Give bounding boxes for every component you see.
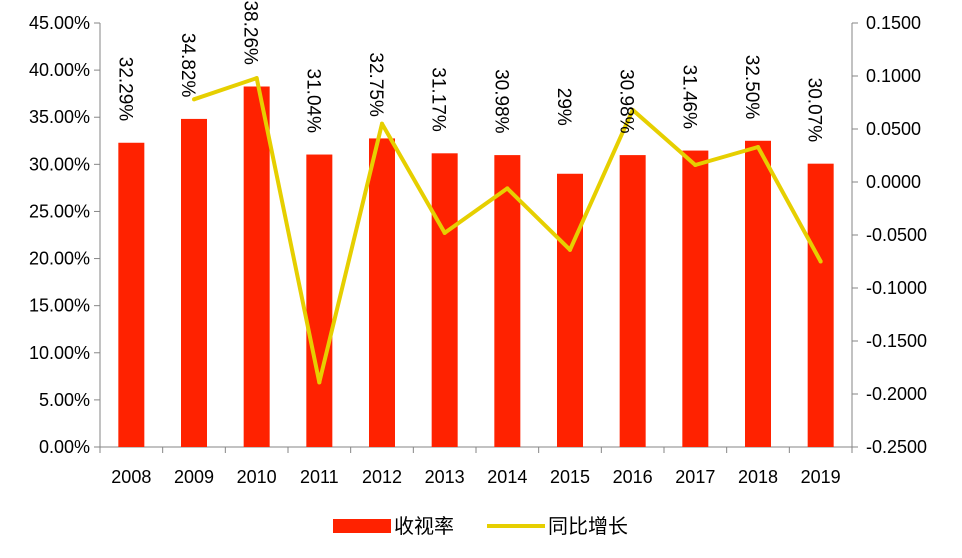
line-point (568, 247, 572, 252)
y-left-tick-label: 0.00% (39, 437, 90, 457)
y-right-tick-label: 0.1000 (866, 66, 921, 86)
y-left-tick-label: 10.00% (29, 343, 90, 363)
bar (807, 163, 834, 448)
x-tick-label: 2012 (362, 467, 402, 487)
y-right-tick-label: -0.0500 (866, 225, 927, 245)
line-point (192, 97, 196, 102)
bar (369, 138, 395, 447)
axes: 0.00% 5.00% 10.00% 15.00% 20.00% 25.00% 30.00%… (29, 13, 927, 487)
x-tick-label: 2019 (801, 467, 841, 487)
bar-data-label: 32.50% (741, 55, 762, 120)
bar (243, 86, 270, 448)
y-left-tick-label: 45.00% (29, 13, 90, 33)
bar-data-label: 29% (553, 88, 574, 126)
bar-data-label: 30.98% (616, 69, 637, 134)
data-labels: 32.29% 34.82% 38.26% 31.04% 32.75% 31.17% 30.9… (114, 1, 824, 143)
y-right-tick-label: -0.2000 (866, 384, 927, 404)
y-right-tick-label: -0.1500 (866, 331, 927, 351)
bar-data-label: 34.82% (177, 33, 198, 98)
legend-label-line: 同比增长 (548, 514, 628, 538)
x-tick-label: 2008 (111, 467, 151, 487)
x-tick-label: 2011 (300, 467, 339, 487)
x-tick-label: 2018 (738, 467, 778, 487)
y-left-tick-label: 40.00% (29, 60, 90, 80)
bar (306, 154, 333, 447)
x-tick-label: 2014 (487, 467, 527, 487)
y-right-tick-label: 0.0000 (866, 172, 921, 192)
line-point (317, 380, 322, 385)
x-tick-label: 2009 (174, 467, 214, 487)
line-series (192, 76, 823, 385)
bar-data-label: 30.98% (490, 69, 511, 134)
x-tick-label: 2010 (237, 467, 277, 487)
bar-series (118, 86, 834, 448)
y-right-tick-label: 0.0500 (866, 119, 921, 139)
y-right-tick-label: 0.1500 (866, 13, 921, 33)
x-tick-label: 2016 (613, 467, 653, 487)
bar (745, 140, 771, 447)
line-point (254, 76, 259, 81)
line-point (756, 145, 760, 150)
y-right-tick-label: -0.1000 (866, 278, 927, 298)
bar-data-label: 32.75% (365, 52, 386, 117)
legend-label-bar: 收视率 (394, 514, 454, 538)
y-left-tick-label: 25.00% (29, 201, 90, 221)
line-point (693, 163, 698, 168)
line-point (630, 107, 635, 112)
y-left-tick-label: 35.00% (29, 107, 90, 127)
line-point (442, 230, 447, 235)
legend-swatch-bar (333, 519, 391, 533)
line-point (505, 186, 510, 191)
y-right-tick-label: -0.2500 (866, 437, 927, 457)
bar (494, 155, 521, 447)
bar-data-label: 31.17% (428, 67, 449, 132)
x-tick-label: 2017 (675, 467, 715, 487)
bar-data-label: 31.46% (678, 65, 699, 130)
x-tick-label: 2015 (550, 467, 590, 487)
bar (431, 153, 458, 447)
x-tick-label: 2013 (425, 467, 465, 487)
bar (118, 142, 145, 447)
line-point (818, 259, 823, 264)
bar (619, 155, 646, 447)
legend: 收视率 同比增长 (333, 514, 628, 538)
y-left-tick-label: 20.00% (29, 249, 90, 269)
bar-data-label: 32.29% (114, 57, 135, 122)
line-point (380, 121, 384, 126)
bar-data-label: 38.26% (240, 1, 261, 66)
bar (682, 150, 709, 447)
bar-data-label: 31.04% (302, 69, 323, 134)
y-left-tick-label: 15.00% (29, 296, 90, 316)
y-left-tick-label: 5.00% (39, 390, 90, 410)
bar (181, 118, 207, 448)
bar-data-label: 30.07% (804, 78, 825, 143)
bar (557, 173, 583, 447)
y-left-tick-label: 30.00% (29, 154, 90, 174)
